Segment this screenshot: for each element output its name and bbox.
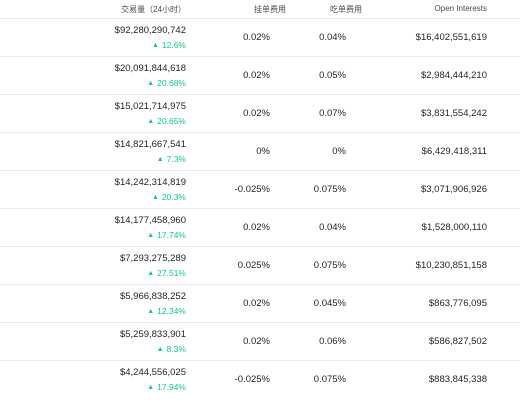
table-header: 交易量（24小时） 挂单费用 吃单费用 Open Interests <box>0 0 520 18</box>
maker-fee-value: 0.02% <box>243 108 270 119</box>
taker-fee-value: 0.07% <box>319 108 346 119</box>
volume-value: $20,091,844,618 <box>114 63 186 74</box>
volume-value: $4,244,556,025 <box>119 367 186 378</box>
maker-fee-value: -0.025% <box>234 374 270 385</box>
volume-change-value: 27.51% <box>157 268 186 278</box>
table-row[interactable]: $14,177,458,960 ▲ 17.74% 0.02% 0.04% $1,528,0… <box>0 208 520 246</box>
maker-fee-value: 0.02% <box>243 336 270 347</box>
table-row[interactable]: $5,259,833,901 ▲ 8.3% 0.02% 0.06% $586,827,50… <box>0 322 520 360</box>
volume-value: $5,259,833,901 <box>119 329 186 340</box>
volume-change-value: 8.3% <box>166 344 186 354</box>
triangle-up-icon: ▲ <box>147 384 155 391</box>
volume-change-value: 17.94% <box>157 382 186 392</box>
open-interest-value: $3,071,906,926 <box>420 184 487 195</box>
volume-change: ▲ 27.51% <box>147 268 186 278</box>
header-open-interest[interactable]: Open Interests <box>434 4 487 13</box>
maker-fee-value: 0.025% <box>237 260 270 271</box>
volume-value: $14,821,667,541 <box>114 139 186 150</box>
open-interest-value: $6,429,418,311 <box>421 146 487 157</box>
volume-value: $15,021,714,975 <box>114 101 186 112</box>
header-taker-fee[interactable]: 吃单费用 <box>330 5 362 14</box>
triangle-up-icon: ▲ <box>147 308 155 315</box>
volume-change: ▲ 20.3% <box>152 192 186 202</box>
maker-fee-value: 0.02% <box>243 298 270 309</box>
taker-fee-value: 0.075% <box>313 184 346 195</box>
volume-change: ▲ 17.74% <box>147 230 186 240</box>
volume-value: $5,966,838,252 <box>119 291 186 302</box>
table-row[interactable]: $92,280,290,742 ▲ 12.6% 0.02% 0.04% $16,402,5… <box>0 18 520 56</box>
volume-value: $7,293,275,289 <box>119 253 186 264</box>
volume-change: ▲ 20.65% <box>147 116 186 126</box>
open-interest-value: $2,984,444,210 <box>420 70 487 81</box>
header-maker-fee[interactable]: 挂单费用 <box>254 5 286 14</box>
triangle-up-icon: ▲ <box>147 118 155 125</box>
maker-fee-value: 0.02% <box>243 70 270 81</box>
volume-change: ▲ 12.34% <box>147 306 186 316</box>
volume-change-value: 12.6% <box>161 40 186 50</box>
volume-value: $92,280,290,742 <box>114 25 186 36</box>
header-volume[interactable]: 交易量（24小时） <box>121 5 186 14</box>
volume-change-value: 20.68% <box>157 78 186 88</box>
table-row[interactable]: $4,244,556,025 ▲ 17.94% -0.025% 0.075% $883,8… <box>0 360 520 398</box>
volume-change-value: 20.3% <box>161 192 186 202</box>
volume-change: ▲ 17.94% <box>147 382 186 392</box>
open-interest-value: $16,402,551,619 <box>415 32 487 43</box>
taker-fee-value: 0% <box>332 146 346 157</box>
volume-value: $14,177,458,960 <box>114 215 186 226</box>
triangle-up-icon: ▲ <box>151 194 159 201</box>
triangle-up-icon: ▲ <box>147 270 155 277</box>
table-row[interactable]: $14,821,667,541 ▲ 7.3% 0% 0% $6,429,418,311 <box>0 132 520 170</box>
taker-fee-value: 0.04% <box>319 222 346 233</box>
triangle-up-icon: ▲ <box>156 346 164 353</box>
maker-fee-value: -0.025% <box>234 184 270 195</box>
table-row[interactable]: $5,966,838,252 ▲ 12.34% 0.02% 0.045% $863,776… <box>0 284 520 322</box>
triangle-up-icon: ▲ <box>147 80 155 87</box>
taker-fee-value: 0.075% <box>313 374 346 385</box>
open-interest-value: $10,230,851,158 <box>415 260 487 271</box>
taker-fee-value: 0.075% <box>313 260 346 271</box>
volume-change: ▲ 7.3% <box>157 154 186 164</box>
open-interest-value: $3,831,554,242 <box>420 108 487 119</box>
maker-fee-value: 0% <box>256 146 270 157</box>
triangle-up-icon: ▲ <box>151 42 159 49</box>
taker-fee-value: 0.04% <box>319 32 346 43</box>
triangle-up-icon: ▲ <box>156 156 164 163</box>
volume-change: ▲ 12.6% <box>152 40 186 50</box>
table-row[interactable]: $20,091,844,618 ▲ 20.68% 0.02% 0.05% $2,984,4… <box>0 56 520 94</box>
volume-change-value: 7.3% <box>166 154 186 164</box>
maker-fee-value: 0.02% <box>243 32 270 43</box>
taker-fee-value: 0.05% <box>319 70 346 81</box>
volume-value: $14,242,314,819 <box>114 177 186 188</box>
table-row[interactable]: $15,021,714,975 ▲ 20.65% 0.02% 0.07% $3,831,5… <box>0 94 520 132</box>
maker-fee-value: 0.02% <box>243 222 270 233</box>
volume-change-value: 12.34% <box>157 306 186 316</box>
volume-change: ▲ 20.68% <box>147 78 186 88</box>
taker-fee-value: 0.06% <box>319 336 346 347</box>
taker-fee-value: 0.045% <box>313 298 346 309</box>
volume-change-value: 20.65% <box>157 116 186 126</box>
open-interest-value: $586,827,502 <box>428 336 487 347</box>
volume-change: ▲ 8.3% <box>157 344 186 354</box>
table-row[interactable]: $7,293,275,289 ▲ 27.51% 0.025% 0.075% $10,230… <box>0 246 520 284</box>
triangle-up-icon: ▲ <box>147 232 155 239</box>
open-interest-value: $863,776,095 <box>428 298 487 309</box>
open-interest-value: $1,528,000,110 <box>421 222 487 233</box>
table-row[interactable]: $14,242,314,819 ▲ 20.3% -0.025% 0.075% $3,071… <box>0 170 520 208</box>
open-interest-value: $883,845,338 <box>428 374 487 385</box>
volume-change-value: 17.74% <box>157 230 186 240</box>
